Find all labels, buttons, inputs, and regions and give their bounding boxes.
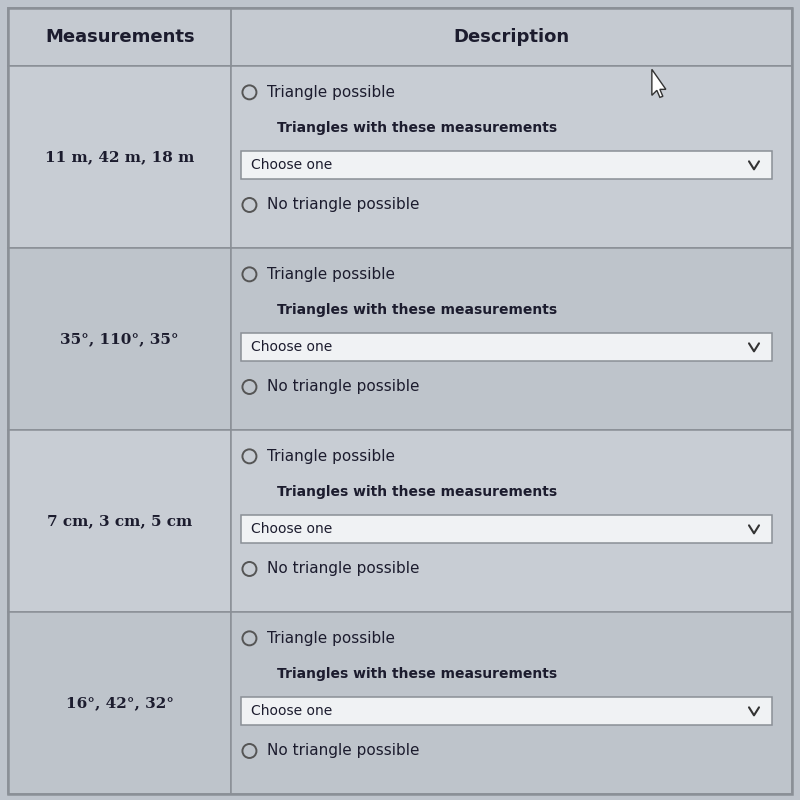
Text: Triangles with these measurements: Triangles with these measurements: [278, 667, 558, 681]
Text: Choose one: Choose one: [251, 704, 333, 718]
Text: No triangle possible: No triangle possible: [267, 562, 420, 577]
Bar: [231, 248, 792, 430]
Bar: [8, 612, 231, 794]
Bar: [8, 248, 231, 430]
Text: 35°, 110°, 35°: 35°, 110°, 35°: [61, 332, 179, 346]
Text: Measurements: Measurements: [45, 28, 194, 46]
Text: Triangle possible: Triangle possible: [267, 267, 395, 282]
Bar: [8, 430, 231, 612]
Text: Triangles with these measurements: Triangles with these measurements: [278, 302, 558, 317]
Bar: [242, 151, 772, 179]
Text: Triangle possible: Triangle possible: [267, 631, 395, 646]
Text: Description: Description: [454, 28, 570, 46]
Bar: [231, 612, 792, 794]
Bar: [8, 8, 792, 66]
Bar: [231, 66, 792, 248]
Text: Choose one: Choose one: [251, 158, 333, 172]
Text: Triangles with these measurements: Triangles with these measurements: [278, 485, 558, 499]
Text: 11 m, 42 m, 18 m: 11 m, 42 m, 18 m: [45, 150, 194, 164]
Bar: [8, 66, 231, 248]
Text: Choose one: Choose one: [251, 340, 333, 354]
Text: Triangles with these measurements: Triangles with these measurements: [278, 121, 558, 134]
Text: Triangle possible: Triangle possible: [267, 449, 395, 464]
Bar: [242, 698, 772, 726]
Bar: [242, 334, 772, 362]
Polygon shape: [652, 70, 666, 98]
Text: 7 cm, 3 cm, 5 cm: 7 cm, 3 cm, 5 cm: [47, 514, 192, 528]
Text: No triangle possible: No triangle possible: [267, 198, 420, 213]
Text: Triangle possible: Triangle possible: [267, 85, 395, 100]
Text: No triangle possible: No triangle possible: [267, 379, 420, 394]
Text: Choose one: Choose one: [251, 522, 333, 536]
Bar: [231, 430, 792, 612]
Bar: [242, 515, 772, 543]
Text: No triangle possible: No triangle possible: [267, 743, 420, 758]
Text: 16°, 42°, 32°: 16°, 42°, 32°: [66, 696, 174, 710]
